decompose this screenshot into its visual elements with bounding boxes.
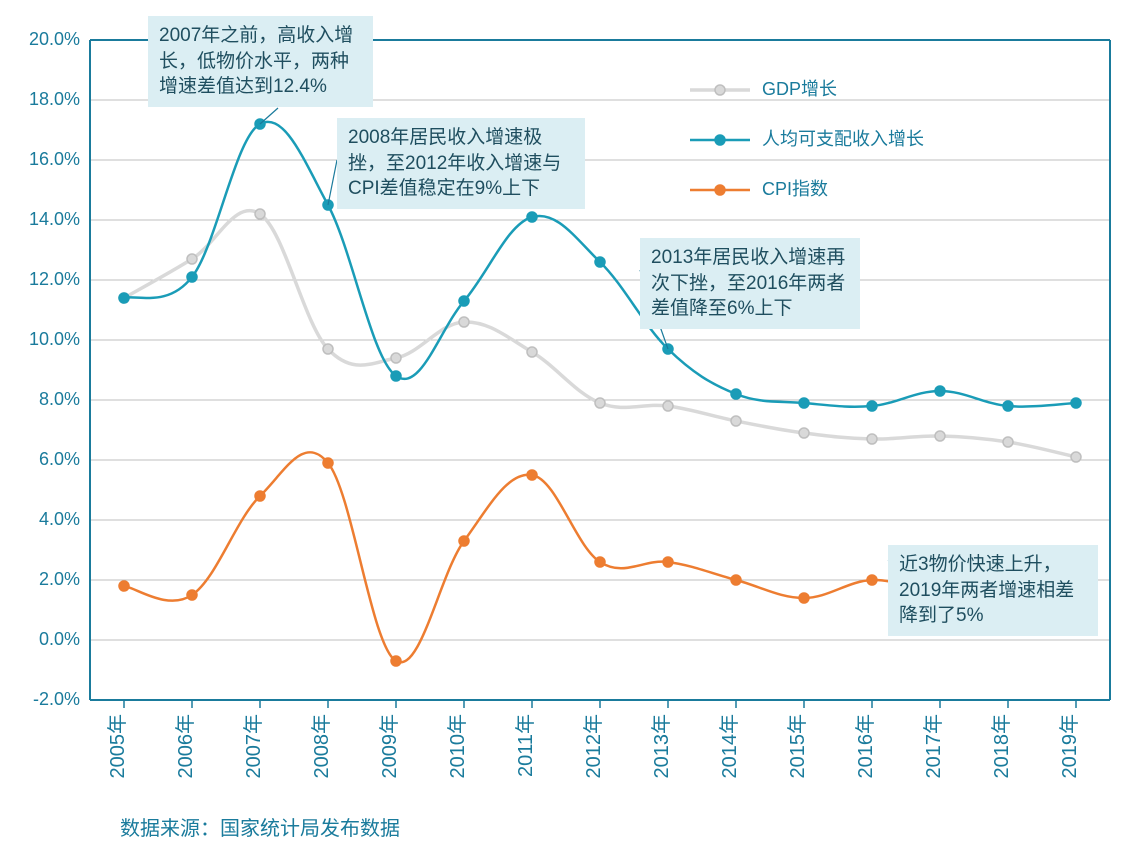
- y-tick-label: 4.0%: [39, 509, 80, 529]
- series-marker-income: [867, 401, 877, 411]
- series-marker-income: [1071, 398, 1081, 408]
- series-marker-income: [391, 371, 401, 381]
- legend-marker-cpi: [715, 185, 725, 195]
- series-marker-cpi: [595, 557, 605, 567]
- y-tick-label: 8.0%: [39, 389, 80, 409]
- x-tick-label: 2009年: [378, 714, 401, 779]
- series-marker-cpi: [119, 581, 129, 591]
- series-marker-income: [731, 389, 741, 399]
- series-marker-gdp: [799, 428, 809, 438]
- x-tick-label: 2011年: [514, 714, 537, 777]
- x-tick-label: 2017年: [922, 714, 945, 779]
- y-tick-label: 6.0%: [39, 449, 80, 469]
- y-tick-label: 0.0%: [39, 629, 80, 649]
- series-marker-cpi: [663, 557, 673, 567]
- series-marker-cpi: [391, 656, 401, 666]
- annotation-box: 近3物价快速上升，2019年两者增速相差降到了5%: [888, 545, 1098, 636]
- series-marker-cpi: [255, 491, 265, 501]
- annotation-box: 2007年之前，高收入增长，低物价水平，两种增速差值达到12.4%: [148, 16, 373, 107]
- y-tick-label: 20.0%: [29, 29, 80, 49]
- legend-label-income: 人均可支配收入增长: [762, 129, 924, 149]
- series-marker-cpi: [459, 536, 469, 546]
- y-tick-label: 16.0%: [29, 149, 80, 169]
- y-tick-label: 2.0%: [39, 569, 80, 589]
- series-marker-gdp: [255, 209, 265, 219]
- series-marker-gdp: [935, 431, 945, 441]
- series-marker-income: [459, 296, 469, 306]
- series-marker-cpi: [867, 575, 877, 585]
- series-marker-gdp: [663, 401, 673, 411]
- y-tick-label: 10.0%: [29, 329, 80, 349]
- series-marker-gdp: [391, 353, 401, 363]
- x-tick-label: 2006年: [174, 714, 197, 779]
- x-tick-label: 2007年: [242, 714, 265, 779]
- legend-marker-gdp: [715, 85, 725, 95]
- y-tick-label: 14.0%: [29, 209, 80, 229]
- series-marker-gdp: [323, 344, 333, 354]
- series-marker-income: [527, 212, 537, 222]
- series-marker-cpi: [527, 470, 537, 480]
- annotation-box: 2008年居民收入增速极挫，至2012年收入增速与CPI差值稳定在9%上下: [337, 118, 585, 209]
- y-tick-label: 12.0%: [29, 269, 80, 289]
- chart-container: -2.0% 0.0% 2.0% 4.0% 6.0% 8.0% 10.0% 12.0% 14.0%…: [0, 0, 1140, 859]
- legend-label-gdp: GDP增长: [762, 79, 837, 99]
- series-marker-income: [187, 272, 197, 282]
- series-marker-income: [119, 293, 129, 303]
- x-tick-label: 2016年: [854, 714, 877, 779]
- series-marker-gdp: [527, 347, 537, 357]
- series-marker-income: [935, 386, 945, 396]
- x-tick-label: 2010年: [446, 714, 469, 779]
- series-line-gdp: [124, 211, 1076, 457]
- series-marker-gdp: [731, 416, 741, 426]
- x-tick-label: 2013年: [650, 714, 673, 779]
- annotation-leader: [328, 160, 337, 205]
- series-marker-cpi: [323, 458, 333, 468]
- x-tick-label: 2019年: [1058, 714, 1081, 779]
- y-tick-label: 18.0%: [29, 89, 80, 109]
- series-marker-gdp: [459, 317, 469, 327]
- series-marker-income: [1003, 401, 1013, 411]
- legend-label-cpi: CPI指数: [762, 179, 828, 199]
- series-marker-gdp: [187, 254, 197, 264]
- y-tick-label: -2.0%: [33, 689, 80, 709]
- series-marker-cpi: [187, 590, 197, 600]
- series-marker-gdp: [1003, 437, 1013, 447]
- annotation-box: 2013年居民收入增速再次下挫，至2016年两者差值降至6%上下: [640, 238, 860, 329]
- series-marker-cpi: [799, 593, 809, 603]
- series-marker-gdp: [867, 434, 877, 444]
- series-marker-income: [799, 398, 809, 408]
- series-marker-gdp: [595, 398, 605, 408]
- x-tick-label: 2012年: [582, 714, 605, 779]
- series-marker-gdp: [1071, 452, 1081, 462]
- legend-marker-income: [715, 135, 725, 145]
- series-marker-cpi: [731, 575, 741, 585]
- x-tick-label: 2005年: [106, 714, 129, 779]
- x-tick-label: 2008年: [310, 714, 333, 779]
- series-marker-income: [595, 257, 605, 267]
- x-tick-label: 2018年: [990, 714, 1013, 779]
- x-tick-label: 2015年: [786, 714, 809, 779]
- x-tick-label: 2014年: [718, 714, 741, 779]
